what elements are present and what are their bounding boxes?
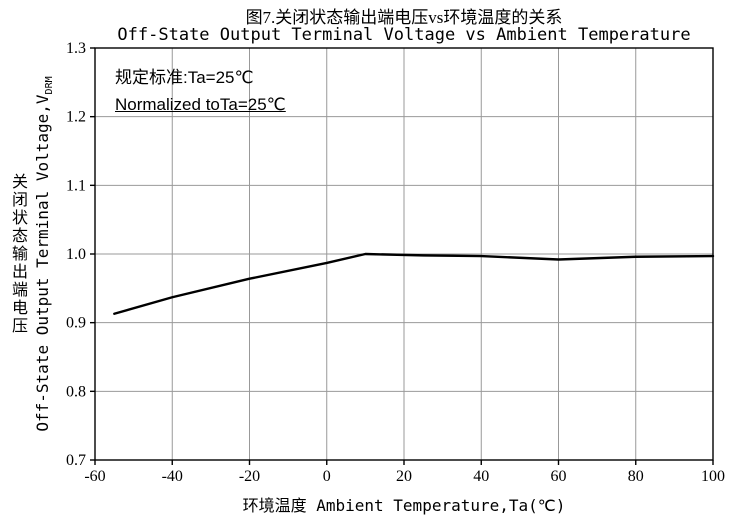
y-tick-label: 0.8: [66, 383, 86, 400]
x-axis-label: 环境温度 Ambient Temperature,Ta(℃): [242, 496, 566, 515]
x-tick-label: 0: [323, 468, 331, 485]
y-axis-label-english: Off-State Output Terminal Voltage,VDRM: [33, 76, 55, 431]
normalization-note-en: Normalized toTa=25℃: [115, 95, 286, 114]
x-tick-label: 80: [628, 468, 644, 485]
y-axis-label-english-text: Off-State Output Terminal Voltage,V: [32, 94, 52, 432]
y-tick-label: 1.0: [66, 246, 86, 263]
x-tick-label: -40: [162, 468, 183, 485]
x-tick-label: 40: [473, 468, 489, 485]
y-tick-label: 1.1: [66, 177, 86, 194]
y-axis-label-chinese: 关闭状态输出端电压: [9, 173, 26, 335]
x-tick-label: 60: [551, 468, 567, 485]
y-axis-label-subscript: DRM: [44, 76, 56, 95]
x-tick-label: -20: [239, 468, 260, 485]
x-tick-label: -60: [84, 468, 105, 485]
x-tick-label: 100: [701, 468, 725, 485]
vdrm-curve: [113, 252, 715, 315]
chart-title-english: Off-State Output Terminal Voltage vs Amb…: [117, 25, 691, 45]
y-tick-label: 1.2: [66, 109, 86, 126]
y-tick-label: 0.9: [66, 315, 86, 332]
normalization-note-cn: 规定标准:Ta=25℃: [115, 68, 254, 87]
chart-title-chinese: 图7.关闭状态输出端电压vs环境温度的关系: [245, 8, 563, 27]
normalization-note: 规定标准:Ta=25℃ Normalized toTa=25℃: [115, 64, 286, 118]
y-tick-label: 1.3: [66, 40, 86, 57]
x-tick-label: 20: [396, 468, 412, 485]
y-tick-label: 0.7: [66, 452, 86, 469]
